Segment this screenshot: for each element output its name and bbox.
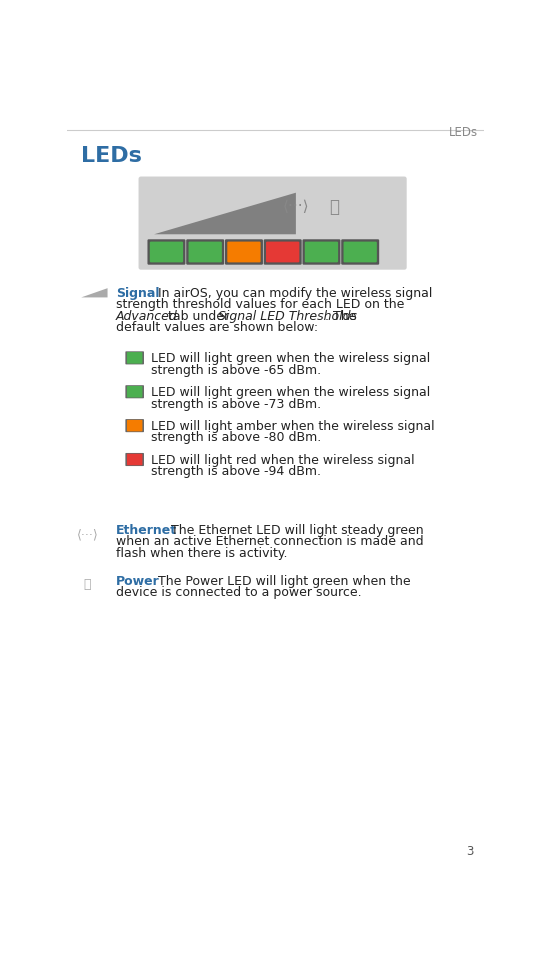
FancyBboxPatch shape: [341, 239, 379, 265]
Text: device is connected to a power source.: device is connected to a power source.: [116, 586, 362, 599]
FancyBboxPatch shape: [127, 386, 143, 398]
Text: Signal LED Thresholds: Signal LED Thresholds: [217, 310, 357, 322]
Text: 3: 3: [466, 845, 473, 858]
Text: Advanced: Advanced: [116, 310, 178, 322]
FancyBboxPatch shape: [125, 419, 144, 432]
Text: The Ethernet LED will light steady green: The Ethernet LED will light steady green: [164, 524, 424, 536]
Text: . The: . The: [325, 310, 357, 322]
FancyBboxPatch shape: [186, 239, 224, 265]
FancyBboxPatch shape: [302, 239, 341, 265]
Polygon shape: [154, 192, 296, 234]
FancyBboxPatch shape: [227, 241, 260, 263]
FancyBboxPatch shape: [344, 241, 377, 263]
Text: In airOS, you can modify the wireless signal: In airOS, you can modify the wireless si…: [150, 286, 432, 300]
FancyBboxPatch shape: [264, 239, 302, 265]
Text: strength is above -94 dBm.: strength is above -94 dBm.: [151, 465, 321, 479]
Text: LED will light green when the wireless signal: LED will light green when the wireless s…: [151, 386, 430, 399]
Text: tab under: tab under: [164, 310, 233, 322]
FancyBboxPatch shape: [150, 241, 183, 263]
Text: strength is above -80 dBm.: strength is above -80 dBm.: [151, 432, 321, 445]
Text: ⏻: ⏻: [83, 578, 91, 591]
Text: ⟨···⟩: ⟨···⟩: [76, 529, 98, 541]
FancyBboxPatch shape: [147, 239, 186, 265]
FancyBboxPatch shape: [225, 239, 263, 265]
FancyBboxPatch shape: [305, 241, 338, 263]
Text: Ethernet: Ethernet: [116, 524, 177, 536]
Text: Signal: Signal: [116, 286, 160, 300]
Text: LEDs: LEDs: [449, 126, 478, 139]
FancyBboxPatch shape: [125, 352, 144, 364]
FancyBboxPatch shape: [266, 241, 299, 263]
Text: Power: Power: [116, 574, 160, 587]
Text: ⏻: ⏻: [330, 197, 339, 216]
Text: LED will light red when the wireless signal: LED will light red when the wireless sig…: [151, 453, 415, 467]
FancyBboxPatch shape: [125, 385, 144, 399]
FancyBboxPatch shape: [188, 241, 222, 263]
Text: when an active Ethernet connection is made and: when an active Ethernet connection is ma…: [116, 535, 424, 548]
FancyBboxPatch shape: [139, 177, 407, 270]
Text: strength threshold values for each LED on the: strength threshold values for each LED o…: [116, 298, 405, 312]
FancyBboxPatch shape: [127, 352, 143, 363]
FancyBboxPatch shape: [127, 420, 143, 432]
FancyBboxPatch shape: [127, 453, 143, 465]
Text: flash when there is activity.: flash when there is activity.: [116, 547, 288, 560]
Text: default values are shown below:: default values are shown below:: [116, 321, 318, 334]
Text: The Power LED will light green when the: The Power LED will light green when the: [150, 574, 410, 587]
Text: LEDs: LEDs: [81, 147, 142, 166]
Text: strength is above -65 dBm.: strength is above -65 dBm.: [151, 363, 321, 377]
Text: strength is above -73 dBm.: strength is above -73 dBm.: [151, 398, 321, 410]
Text: LED will light green when the wireless signal: LED will light green when the wireless s…: [151, 352, 430, 365]
Polygon shape: [81, 288, 108, 297]
FancyBboxPatch shape: [125, 453, 144, 466]
Text: ⟨···⟩: ⟨···⟩: [282, 199, 309, 214]
Text: LED will light amber when the wireless signal: LED will light amber when the wireless s…: [151, 420, 435, 433]
